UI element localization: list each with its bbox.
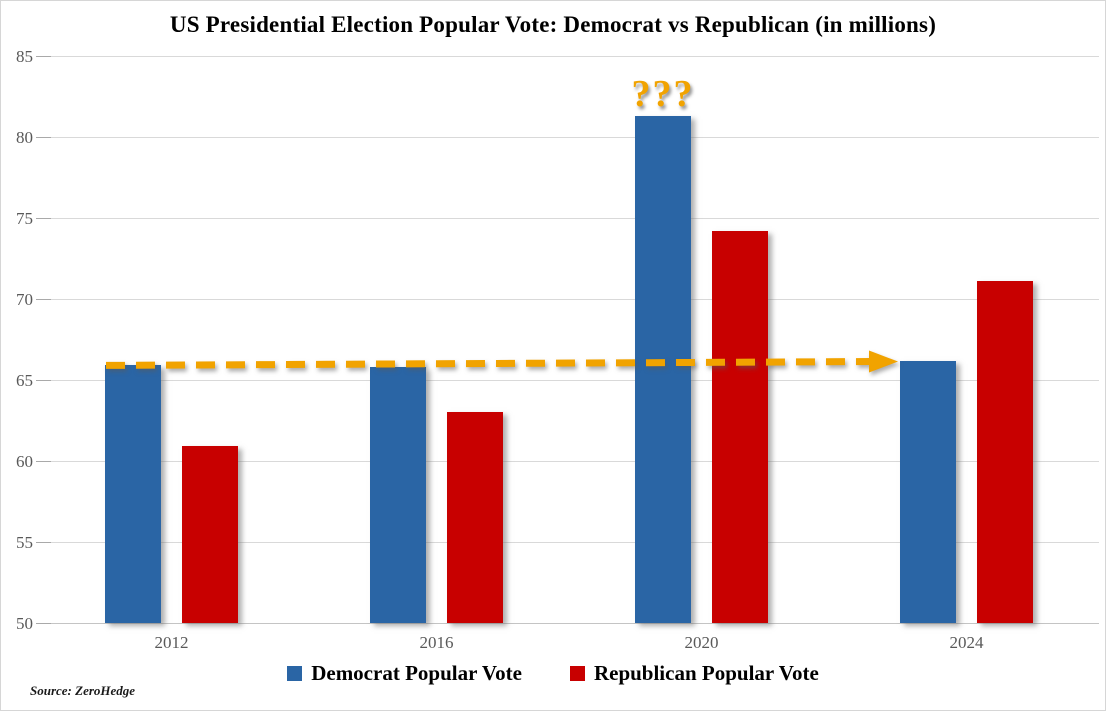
y-axis-label-80: 80 [16, 128, 33, 147]
bar-republican-popular-vote-2020 [712, 230, 768, 623]
y-axis-tick-70 [36, 299, 51, 300]
y-axis-tick-85 [36, 56, 51, 57]
y-axis-label-85: 85 [16, 47, 33, 66]
trend-arrow-head-icon [869, 350, 898, 373]
y-axis-tick-50 [36, 623, 51, 624]
gridline-50 [39, 623, 1099, 624]
gridline-55 [39, 542, 1099, 543]
legend: Democrat Popular Vote Republican Popular … [1, 661, 1105, 686]
gridline-80 [39, 137, 1099, 138]
annotation-question-marks: ??? [631, 72, 695, 115]
bar-democrat-popular-vote-2016 [370, 367, 426, 623]
legend-swatch-republican-popular-vote [569, 666, 585, 681]
x-axis-label-2024: 2024 [949, 633, 984, 652]
y-axis-label-55: 55 [16, 533, 33, 552]
y-axis-tick-75 [36, 218, 51, 219]
bar-democrat-popular-vote-2012 [105, 365, 161, 623]
y-axis-tick-55 [36, 542, 51, 543]
source-note: Source: ZeroHedge [30, 683, 136, 698]
y-axis-tick-65 [36, 380, 51, 381]
x-axis-label-2012: 2012 [154, 633, 189, 652]
legend-item-republican-popular-vote: Republican Popular Vote [569, 661, 819, 686]
bar-republican-popular-vote-2024 [977, 281, 1033, 623]
legend-label-democrat-popular-vote: Democrat Popular Vote [311, 661, 522, 685]
gridline-65 [39, 380, 1099, 381]
gridline-60 [39, 461, 1099, 462]
gridline-85 [39, 56, 1099, 57]
bar-democrat-popular-vote-2020 [635, 115, 691, 623]
y-axis-label-75: 75 [16, 209, 33, 228]
chart-title: US Presidential Election Popular Vote: D… [169, 12, 937, 37]
y-axis-label-60: 60 [16, 452, 33, 471]
bar-republican-popular-vote-2012 [182, 446, 238, 623]
y-axis-label-65: 65 [16, 371, 33, 390]
y-axis-label-50: 50 [16, 614, 33, 633]
x-axis-label-2020: 2020 [684, 633, 719, 652]
legend-swatch-democrat-popular-vote [287, 666, 303, 681]
y-axis-tick-60 [36, 461, 51, 462]
legend-item-democrat-popular-vote: Democrat Popular Vote [287, 661, 522, 686]
x-axis-label-2016: 2016 [419, 633, 454, 652]
bar-republican-popular-vote-2016 [447, 412, 503, 623]
y-axis-label-70: 70 [16, 290, 33, 309]
y-axis-tick-80 [36, 137, 51, 138]
legend-label-republican-popular-vote: Republican Popular Vote [593, 661, 819, 685]
gridline-75 [39, 218, 1099, 219]
bar-democrat-popular-vote-2024 [900, 360, 956, 623]
gridline-70 [39, 299, 1099, 300]
